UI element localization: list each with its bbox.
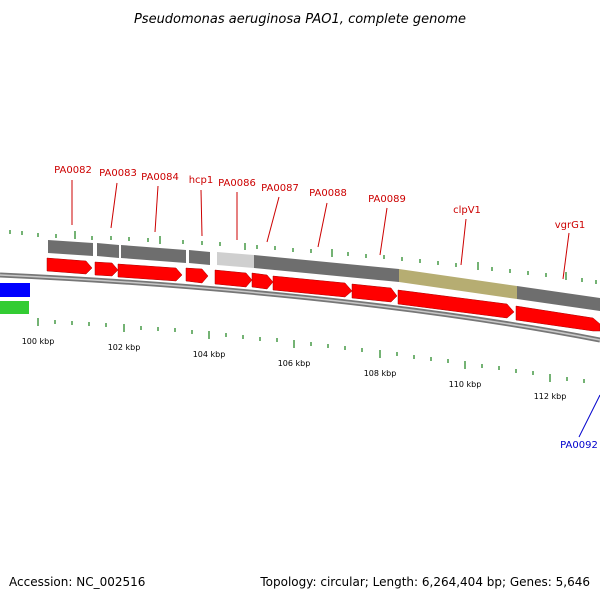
gene-bar[interactable]: [121, 245, 186, 263]
tick-label: 110 kbp: [449, 380, 482, 389]
cds-arrow[interactable]: [515, 305, 600, 332]
gene-bar[interactable]: [254, 255, 399, 282]
gene-track: [48, 240, 600, 311]
tick-label: 112 kbp: [534, 392, 567, 401]
cds-arrow[interactable]: [272, 275, 353, 298]
genome-backbone-highlight: [0, 274, 600, 341]
tick-label: 104 kbp: [193, 350, 226, 359]
gene-label-hcp1[interactable]: hcp1: [189, 175, 214, 186]
gene-label-pa0092[interactable]: PA0092: [560, 440, 598, 451]
cds-arrow[interactable]: [251, 272, 274, 290]
genome-summary-text: Topology: circular; Length: 6,264,404 bp…: [259, 575, 590, 589]
green-feature[interactable]: [0, 301, 29, 314]
gene-bar[interactable]: [189, 250, 210, 265]
cds-arrow[interactable]: [117, 263, 183, 282]
map-title: Pseudomonas aeruginosa PAO1, complete ge…: [134, 12, 466, 27]
gene-bar[interactable]: [217, 252, 254, 268]
gene-bar[interactable]: [97, 243, 119, 258]
tick-label: 102 kbp: [108, 343, 141, 352]
gene-label-pa0086[interactable]: PA0086: [218, 178, 256, 189]
gene-label-pa0084[interactable]: PA0084: [141, 172, 179, 183]
gene-bar[interactable]: [399, 269, 517, 299]
gene-bar[interactable]: [48, 240, 93, 256]
gene-label-pa0087[interactable]: PA0087: [261, 183, 299, 194]
cds-arrow[interactable]: [397, 289, 515, 319]
label-leaders: [71, 180, 570, 280]
outer-tick-row: [9, 230, 597, 284]
tick-label: 106 kbp: [278, 359, 311, 368]
accession-text: Accession: NC_002516: [9, 575, 145, 589]
gene-label-group: PA0082 PA0083 PA0084 hcp1 PA0086 PA0087 …: [54, 165, 598, 451]
gene-label-clpv1[interactable]: clpV1: [453, 205, 481, 216]
gene-label-vgrg1[interactable]: vgrG1: [555, 220, 586, 231]
gene-bar[interactable]: [517, 286, 600, 311]
inner-tick-row: [37, 318, 585, 383]
cds-arrow[interactable]: [351, 283, 398, 303]
cds-arrow[interactable]: [214, 269, 253, 288]
tick-label: 108 kbp: [364, 369, 397, 378]
gene-label-pa0088[interactable]: PA0088: [309, 188, 347, 199]
cds-arrow[interactable]: [46, 257, 93, 275]
gene-label-pa0082[interactable]: PA0082: [54, 165, 92, 176]
cds-arrow[interactable]: [185, 267, 209, 284]
cds-track: [46, 257, 600, 332]
gene-label-pa0083[interactable]: PA0083: [99, 168, 137, 179]
blue-feature[interactable]: [0, 283, 30, 297]
cds-arrow[interactable]: [94, 261, 119, 277]
tick-label-group: 100 kbp 102 kbp 104 kbp 106 kbp 108 kbp …: [22, 337, 567, 401]
pa0092-leader: [578, 394, 600, 438]
tick-label: 100 kbp: [22, 337, 55, 346]
gene-label-pa0089[interactable]: PA0089: [368, 194, 406, 205]
